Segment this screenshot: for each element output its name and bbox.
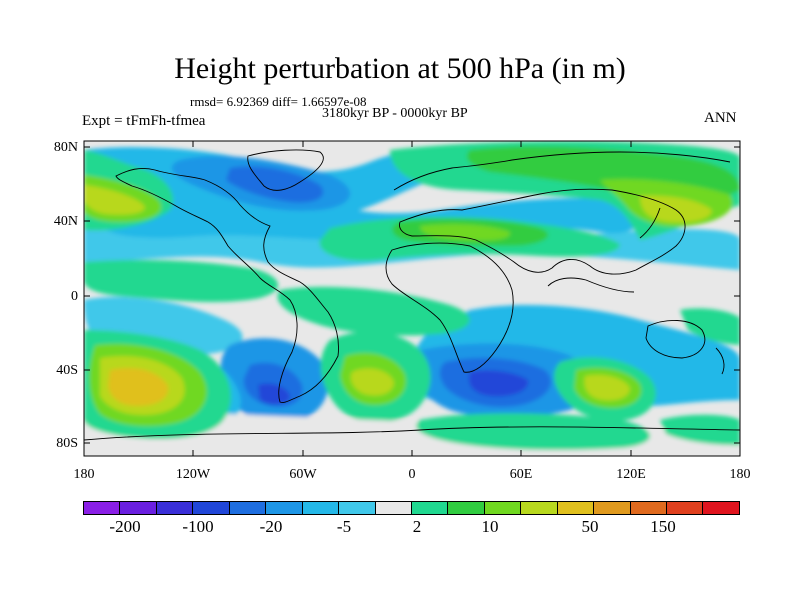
colorbar-box: [556, 501, 595, 515]
colorbar-box: [265, 501, 303, 515]
colorbar-box: [483, 501, 522, 515]
colorbar-box: [301, 501, 340, 515]
colorbar-box: [447, 501, 485, 515]
colorbar-box: [338, 501, 376, 515]
colorbar-label: -100: [182, 517, 214, 536]
lat-label-40n: 40N: [53, 214, 78, 229]
lat-label-80s: 80S: [56, 436, 78, 451]
colorbar-box: [520, 501, 558, 515]
colorbar-label: 10: [481, 517, 499, 536]
colorbar-box: [83, 501, 121, 515]
lon-label-180e: 180: [729, 467, 751, 482]
lat-label-80n: 80N: [53, 140, 78, 155]
colorbar-box: [119, 501, 157, 515]
stats-text: rmsd= 6.92369 diff= 1.66597e-08: [190, 94, 367, 109]
lat-label-0: 0: [71, 289, 78, 304]
colorbar: [83, 501, 740, 515]
lon-label-60w: 60W: [289, 467, 317, 482]
map-title: Height perturbation at 500 hPa (in m): [174, 52, 626, 85]
colorbar-label: -200: [109, 517, 141, 536]
colorbar-label: 150: [650, 517, 676, 536]
colorbar-label: -5: [336, 517, 352, 536]
lon-label-120w: 120W: [175, 467, 211, 482]
field-layer: [84, 141, 740, 456]
colorbar-box: [228, 501, 267, 515]
colorbar-box: [192, 501, 230, 515]
colorbar-label: 50: [581, 517, 599, 536]
colorbar-box: [155, 501, 194, 515]
colorbar-box: [629, 501, 667, 515]
period-text: 3180kyr BP - 0000kyr BP: [322, 106, 468, 121]
colorbar-box: [666, 501, 704, 515]
lon-label-60e: 60E: [509, 467, 533, 482]
lat-label-40s: 40S: [56, 363, 78, 378]
colorbar-label: 2: [412, 517, 422, 536]
lon-label-180w: 180: [73, 467, 95, 482]
experiment-label: Expt = tFmFh-tfmea: [82, 113, 206, 129]
lon-label-0: 0: [408, 467, 416, 482]
colorbar-box: [593, 501, 631, 515]
colorbar-box: [374, 501, 412, 515]
coastlines: [84, 149, 740, 441]
lon-label-120e: 120E: [616, 467, 646, 482]
colorbar-box: [410, 501, 449, 515]
colorbar-label: -20: [259, 517, 283, 536]
season-label: ANN: [704, 110, 737, 126]
colorbar-box: [702, 501, 740, 515]
